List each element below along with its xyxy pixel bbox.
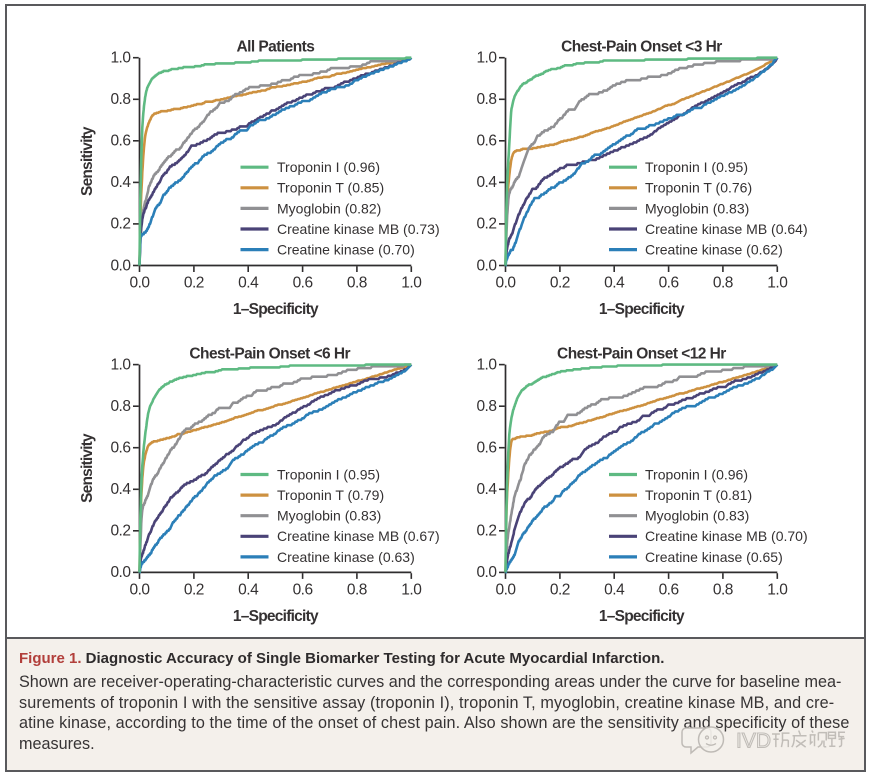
svg-text:0.2: 0.2 xyxy=(184,275,204,292)
svg-text:1.0: 1.0 xyxy=(110,50,131,67)
svg-text:Troponin I (0.96): Troponin I (0.96) xyxy=(645,466,748,482)
svg-text:0.0: 0.0 xyxy=(110,564,131,581)
svg-text:0.2: 0.2 xyxy=(184,581,204,598)
svg-text:0.4: 0.4 xyxy=(238,275,259,292)
svg-text:Creatine kinase MB (0.64): Creatine kinase MB (0.64) xyxy=(645,221,808,237)
svg-text:0.0: 0.0 xyxy=(476,257,497,274)
svg-text:0.0: 0.0 xyxy=(110,257,131,274)
svg-text:0.4: 0.4 xyxy=(604,275,625,292)
svg-text:0.4: 0.4 xyxy=(110,174,131,191)
svg-text:0.0: 0.0 xyxy=(495,581,516,598)
svg-text:0.4: 0.4 xyxy=(476,174,497,191)
svg-text:Creatine kinase (0.62): Creatine kinase (0.62) xyxy=(645,242,783,258)
svg-text:Troponin T (0.85): Troponin T (0.85) xyxy=(277,180,384,196)
svg-text:Myoglobin (0.83): Myoglobin (0.83) xyxy=(645,200,749,216)
svg-text:0.6: 0.6 xyxy=(293,275,313,292)
svg-text:Creatine kinase MB (0.67): Creatine kinase MB (0.67) xyxy=(277,528,440,544)
svg-text:Chest-Pain Onset <3 Hr: Chest-Pain Onset <3 Hr xyxy=(561,39,722,56)
svg-text:Myoglobin (0.83): Myoglobin (0.83) xyxy=(645,508,749,524)
svg-text:All Patients: All Patients xyxy=(236,39,314,56)
svg-text:0.8: 0.8 xyxy=(110,91,130,108)
svg-text:Myoglobin (0.82): Myoglobin (0.82) xyxy=(277,200,381,216)
svg-text:Sensitivity: Sensitivity xyxy=(79,126,96,196)
svg-text:1–Specificity: 1–Specificity xyxy=(599,301,685,318)
svg-text:1.0: 1.0 xyxy=(110,356,131,373)
svg-text:IVD: IVD xyxy=(736,730,771,753)
svg-text:0.6: 0.6 xyxy=(476,133,496,150)
svg-text:1.0: 1.0 xyxy=(401,275,422,292)
svg-text:0.0: 0.0 xyxy=(495,275,516,292)
svg-text:0.0: 0.0 xyxy=(129,275,150,292)
svg-text:Myoglobin (0.83): Myoglobin (0.83) xyxy=(277,508,381,524)
svg-text:0.8: 0.8 xyxy=(110,398,130,415)
svg-text:Creatine kinase (0.70): Creatine kinase (0.70) xyxy=(277,242,415,258)
svg-text:0.4: 0.4 xyxy=(476,481,497,498)
svg-text:Chest-Pain Onset <6 Hr: Chest-Pain Onset <6 Hr xyxy=(189,346,350,363)
svg-text:0.6: 0.6 xyxy=(293,581,313,598)
svg-text:0.4: 0.4 xyxy=(110,481,131,498)
svg-text:0.8: 0.8 xyxy=(347,581,367,598)
svg-text:Chest-Pain Onset <12 Hr: Chest-Pain Onset <12 Hr xyxy=(557,346,726,363)
svg-text:Troponin I (0.95): Troponin I (0.95) xyxy=(277,466,380,482)
svg-text:0.2: 0.2 xyxy=(110,523,130,540)
svg-text:Creatine kinase (0.63): Creatine kinase (0.63) xyxy=(277,549,415,565)
svg-text:1.0: 1.0 xyxy=(401,581,422,598)
svg-text:0.2: 0.2 xyxy=(476,216,496,233)
svg-text:Sensitivity: Sensitivity xyxy=(79,433,96,503)
svg-text:Creatine kinase MB (0.73): Creatine kinase MB (0.73) xyxy=(277,221,440,237)
svg-text:Troponin T (0.79): Troponin T (0.79) xyxy=(277,487,384,503)
svg-text:0.4: 0.4 xyxy=(238,581,259,598)
svg-text:Troponin I (0.95): Troponin I (0.95) xyxy=(645,159,748,175)
svg-text:1–Specificity: 1–Specificity xyxy=(599,608,685,625)
svg-text:1.0: 1.0 xyxy=(767,275,788,292)
svg-text:0.2: 0.2 xyxy=(550,581,570,598)
svg-text:0.6: 0.6 xyxy=(659,581,679,598)
svg-text:0.6: 0.6 xyxy=(659,275,679,292)
svg-text:0.8: 0.8 xyxy=(476,91,496,108)
svg-text:Troponin T (0.81): Troponin T (0.81) xyxy=(645,487,752,503)
svg-text:Creatine kinase (0.65): Creatine kinase (0.65) xyxy=(645,549,783,565)
svg-text:0.4: 0.4 xyxy=(604,581,625,598)
svg-text:1.0: 1.0 xyxy=(476,50,497,67)
svg-text:Troponin I (0.96): Troponin I (0.96) xyxy=(277,159,380,175)
svg-text:0.6: 0.6 xyxy=(110,133,130,150)
svg-text:0.0: 0.0 xyxy=(476,564,497,581)
svg-text:1–Specificity: 1–Specificity xyxy=(233,301,319,318)
svg-text:1.0: 1.0 xyxy=(476,356,497,373)
svg-text:1–Specificity: 1–Specificity xyxy=(233,608,319,625)
svg-text:0.6: 0.6 xyxy=(110,440,130,457)
svg-text:Creatine kinase MB (0.70): Creatine kinase MB (0.70) xyxy=(645,528,808,544)
svg-text:1.0: 1.0 xyxy=(767,581,788,598)
svg-text:0.2: 0.2 xyxy=(110,216,130,233)
svg-text:0.8: 0.8 xyxy=(713,581,733,598)
svg-text:0.2: 0.2 xyxy=(550,275,570,292)
svg-text:0.2: 0.2 xyxy=(476,523,496,540)
svg-text:0.8: 0.8 xyxy=(476,398,496,415)
svg-text:0.6: 0.6 xyxy=(476,440,496,457)
svg-text:0.8: 0.8 xyxy=(347,275,367,292)
svg-text:Troponin T (0.76): Troponin T (0.76) xyxy=(645,180,752,196)
svg-text:0.0: 0.0 xyxy=(129,581,150,598)
svg-text:0.8: 0.8 xyxy=(713,275,733,292)
